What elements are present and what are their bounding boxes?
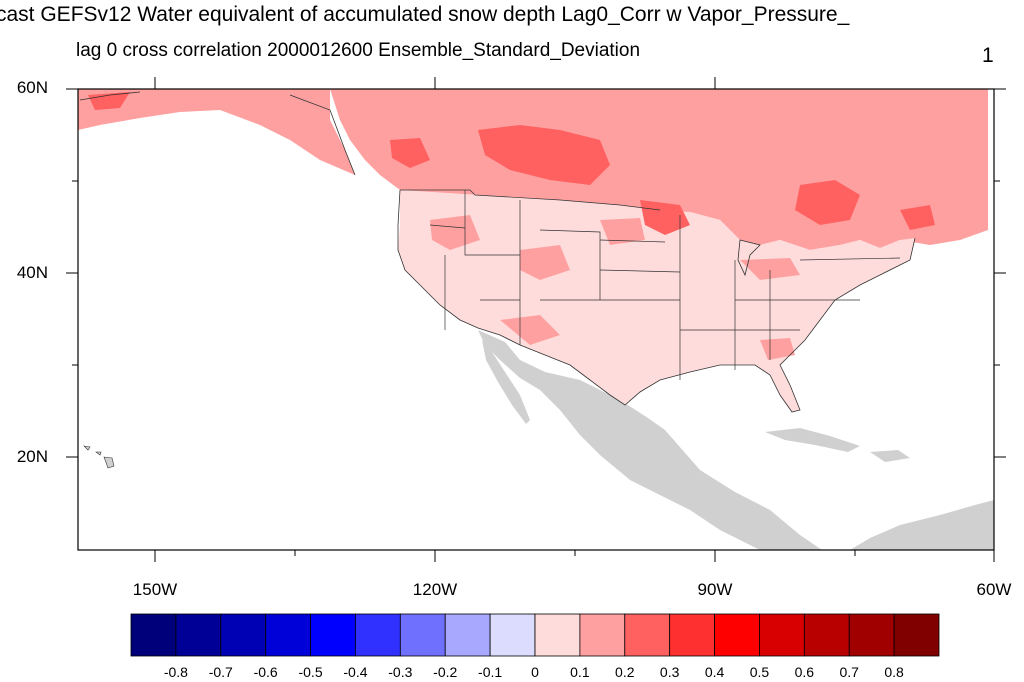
- colorbar-tick-label: -0.7: [208, 664, 233, 680]
- colorbar-tick-label: -0.2: [433, 664, 458, 680]
- alaska-region: [78, 89, 355, 175]
- hispaniola: [870, 450, 910, 462]
- hawaii-islands: [83, 445, 115, 469]
- plot-title: cast GEFSv12 Water equivalent of accumul…: [0, 3, 850, 26]
- colorbar-tick-label: -0.6: [253, 664, 278, 680]
- colorbar-tick-label: 0.4: [704, 664, 725, 680]
- cuba: [765, 428, 860, 452]
- colorbar-tick-label: -0.5: [298, 664, 323, 680]
- lon-label-150w: 150W: [132, 580, 178, 599]
- state-boundaries: [400, 189, 901, 380]
- moderate-correlation-patches: [430, 215, 800, 360]
- colorbar-tick-label: 0.2: [615, 664, 635, 680]
- mexico-landmass: [478, 330, 822, 550]
- colorbar-tick-label: 0.6: [794, 664, 815, 680]
- coastlines: [79, 91, 916, 413]
- colorbar-tick-label: 0.8: [884, 664, 904, 680]
- lat-label-40n: 40N: [16, 263, 48, 282]
- lon-label-60w: 60W: [976, 580, 1012, 599]
- colorbar-tick-label: 0.5: [749, 664, 770, 680]
- corner-value: 1: [982, 44, 994, 67]
- lon-label-90w: 90W: [697, 580, 733, 599]
- colorbar-tick-label: 0.3: [659, 664, 680, 680]
- lon-label-120w: 120W: [412, 580, 458, 599]
- colorbar-tick-label: -0.1: [478, 664, 503, 680]
- colorbar-tick-label: 0.1: [570, 664, 590, 680]
- colorbar-tick-label: 0: [531, 664, 539, 680]
- colorbar-tick-label: -0.8: [163, 664, 188, 680]
- correlation-map: [66, 77, 1006, 562]
- lat-label-60n: 60N: [16, 78, 48, 97]
- colorbar-tick-label: 0.7: [839, 664, 859, 680]
- baja-california: [482, 340, 530, 424]
- colorbar-tick-label: -0.3: [388, 664, 413, 680]
- colorbar-tick-label: -0.4: [343, 664, 368, 680]
- map-frame: [77, 88, 995, 551]
- plot-subtitle: lag 0 cross correlation 2000012600 Ensem…: [76, 40, 641, 61]
- lat-label-20n: 20N: [16, 447, 48, 466]
- south-america-edge: [850, 500, 994, 550]
- axis-ticks: [66, 77, 1006, 562]
